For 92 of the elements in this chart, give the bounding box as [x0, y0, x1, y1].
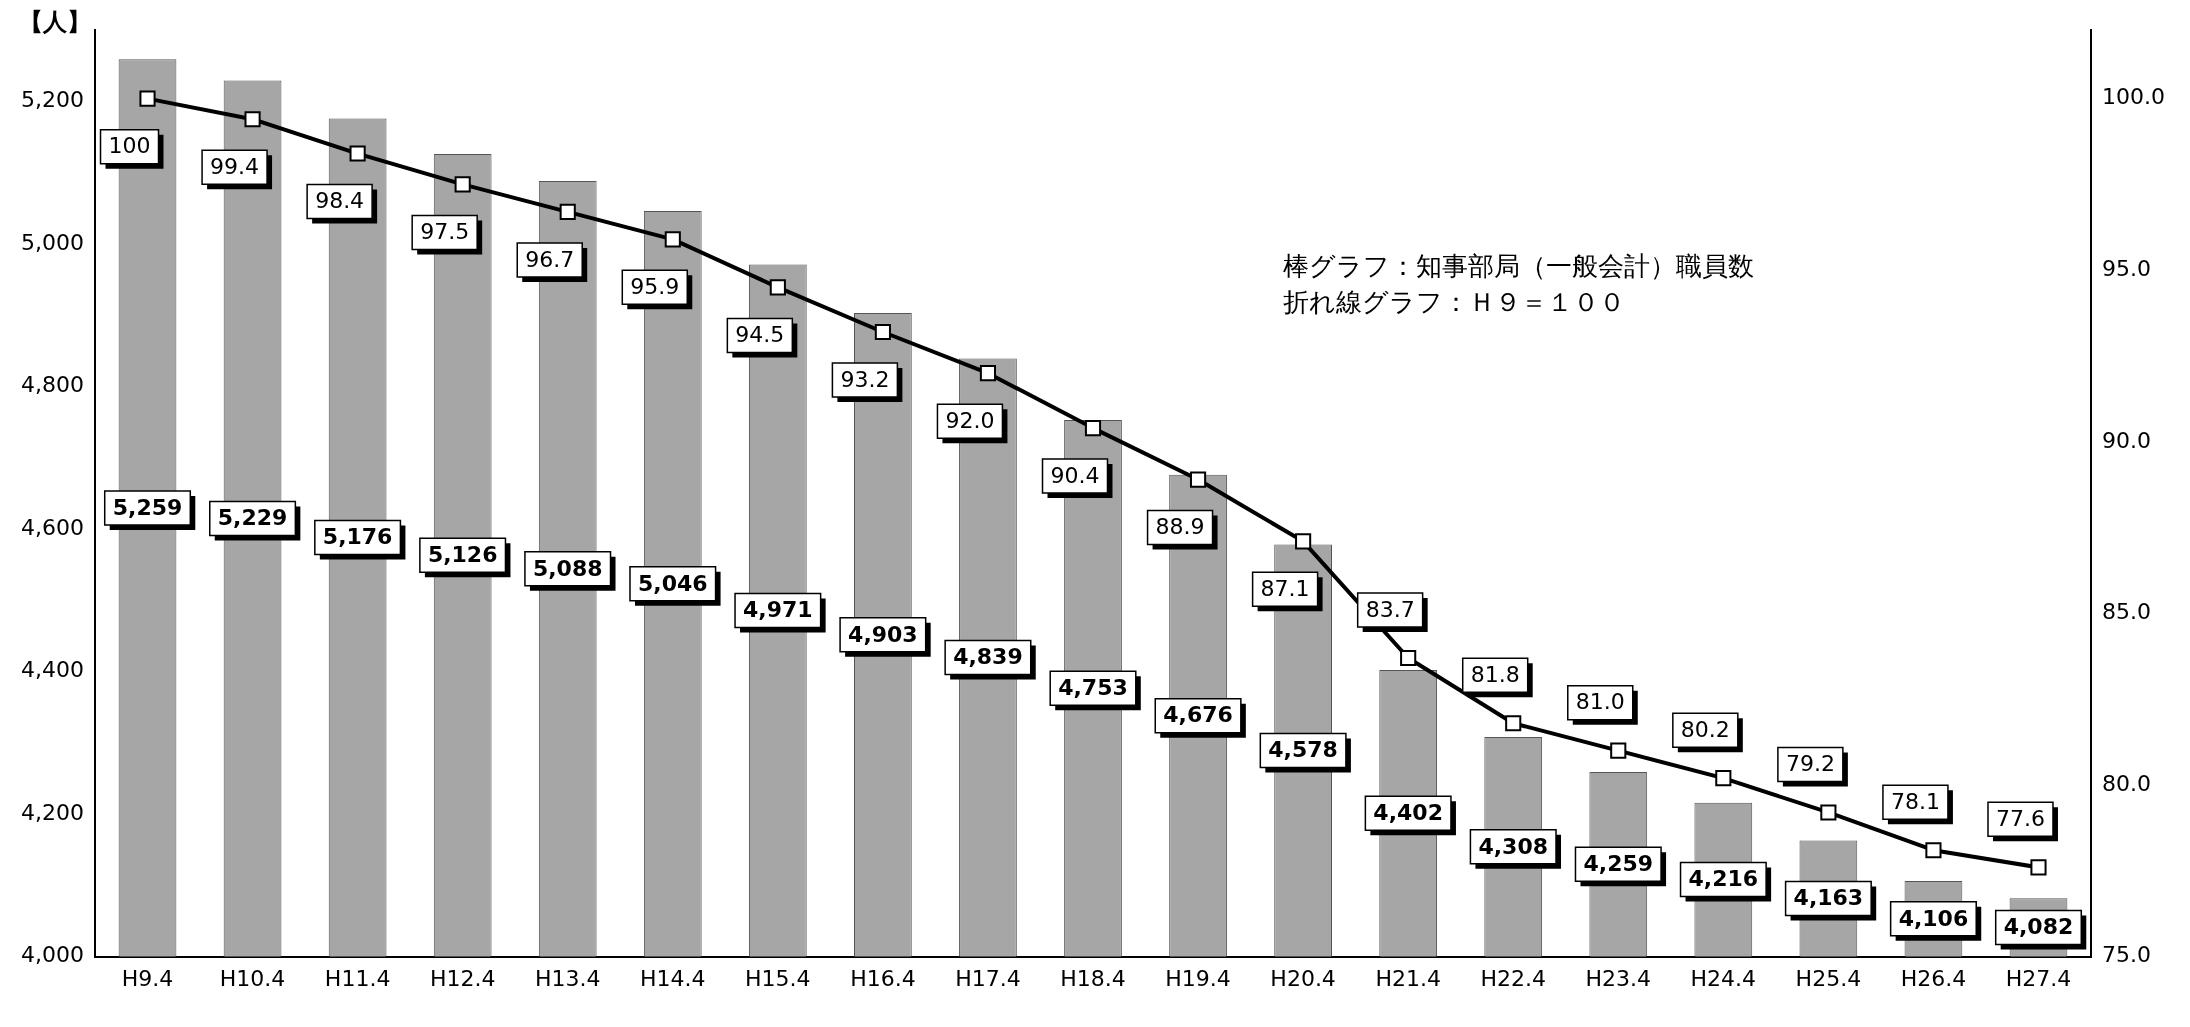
data-label: 4,163 [1793, 885, 1864, 911]
x-tick-label: H11.4 [324, 965, 391, 991]
data-label: 94.5 [735, 322, 785, 348]
x-tick-label: H18.4 [1060, 965, 1126, 991]
point [1505, 715, 1522, 732]
x-tick-label: H16.4 [850, 965, 916, 991]
point [1715, 770, 1732, 787]
data-label: 93.2 [840, 366, 890, 392]
x-tick-label: H12.4 [429, 965, 496, 991]
data-label: 5,259 [112, 494, 183, 520]
data-label: 4,216 [1688, 866, 1759, 892]
y2-tick-label: 90.0 [2102, 427, 2151, 453]
data-label: 5,176 [322, 524, 393, 550]
data-label: 77.6 [1996, 806, 2045, 832]
data-label: 4,106 [1898, 905, 1969, 931]
point [979, 365, 997, 382]
data-label: 96.7 [525, 246, 575, 272]
data-label: 87.1 [1260, 576, 1310, 602]
x-tick-label: H22.4 [1480, 965, 1546, 991]
data-label: 81.8 [1470, 661, 1520, 687]
y-tick-label: 4,600 [21, 514, 84, 540]
point [664, 231, 681, 248]
data-label: 5,046 [637, 570, 708, 596]
data-label: 90.4 [1050, 462, 1100, 488]
data-label: 95.9 [630, 274, 680, 300]
data-label: 4,971 [743, 597, 813, 623]
x-tick-label: H13.4 [534, 965, 601, 991]
x-tick-label: H27.4 [2005, 965, 2072, 991]
point [1084, 420, 1102, 437]
x-tick-label: H24.4 [1690, 965, 1757, 991]
x-tick-label: H17.4 [955, 965, 1021, 991]
y-tick-label: 4,800 [21, 372, 84, 398]
data-label: 5,126 [427, 542, 498, 568]
data-label: 4,259 [1583, 851, 1654, 877]
data-label: 78.1 [1890, 788, 1940, 814]
y2-tick-label: 80.0 [2102, 770, 2151, 796]
data-label: 4,903 [848, 621, 918, 647]
annotation: 棒グラフ：知事部局（一般会計）職員数 [1282, 250, 1754, 281]
data-label: 4,082 [2003, 914, 2074, 940]
data-label: 79.2 [1785, 751, 1835, 777]
data-label: 92.0 [945, 407, 995, 433]
data-label: 5,229 [217, 505, 288, 531]
data-label: 88.9 [1155, 514, 1205, 540]
data-label: 4,676 [1163, 702, 1233, 728]
point [244, 111, 261, 128]
y-tick-label: 5,200 [21, 87, 84, 112]
point [1610, 742, 1627, 759]
x-tick-label: H10.4 [219, 965, 286, 991]
data-label: 97.5 [420, 219, 470, 245]
data-label: 5,088 [532, 555, 603, 581]
y2-tick-label: 100.0 [2102, 84, 2165, 110]
data-label: 80.2 [1680, 716, 1730, 742]
y-axis-title: 【人】 [18, 8, 91, 37]
point [349, 145, 366, 162]
point [139, 90, 156, 107]
point [874, 323, 891, 341]
y-tick-label: 4,400 [21, 657, 84, 683]
point [454, 176, 471, 193]
point [2030, 859, 2047, 876]
x-tick-label: H15.4 [745, 965, 811, 991]
data-label: 4,753 [1058, 674, 1128, 700]
point [1295, 533, 1312, 550]
data-label: 4,308 [1478, 833, 1549, 859]
x-tick-label: H23.4 [1585, 965, 1652, 991]
x-tick-label: H14.4 [640, 965, 706, 991]
y2-tick-label: 75.0 [2102, 942, 2151, 968]
point [1925, 842, 1942, 859]
y2-tick-label: 95.0 [2102, 255, 2151, 281]
data-label: 81.0 [1575, 689, 1625, 715]
data-label: 4,839 [953, 644, 1023, 670]
x-tick-label: H9.4 [121, 965, 174, 991]
x-tick-label: H26.4 [1900, 965, 1967, 991]
x-tick-label: H20.4 [1270, 965, 1336, 991]
x-tick-label: H25.4 [1795, 965, 1862, 991]
y2-tick-label: 85.0 [2102, 599, 2151, 625]
y-tick-label: 5,000 [21, 229, 84, 255]
data-label: 4,402 [1373, 800, 1443, 826]
y-tick-label: 4,000 [21, 942, 84, 968]
point [559, 203, 576, 220]
point [1189, 471, 1207, 488]
data-label: 98.4 [315, 188, 365, 214]
point [1820, 804, 1837, 821]
data-label: 83.7 [1365, 596, 1415, 622]
annotation: 折れ線グラフ：Ｈ９＝１００ [1282, 286, 1625, 317]
point [769, 279, 786, 296]
data-label: 4,578 [1268, 737, 1338, 763]
point [1400, 649, 1417, 667]
y-tick-label: 4,200 [21, 799, 84, 825]
x-tick-label: H19.4 [1165, 965, 1231, 991]
data-label: 100 [108, 133, 151, 159]
x-tick-label: H21.4 [1375, 965, 1441, 991]
data-label: 99.4 [210, 153, 260, 179]
